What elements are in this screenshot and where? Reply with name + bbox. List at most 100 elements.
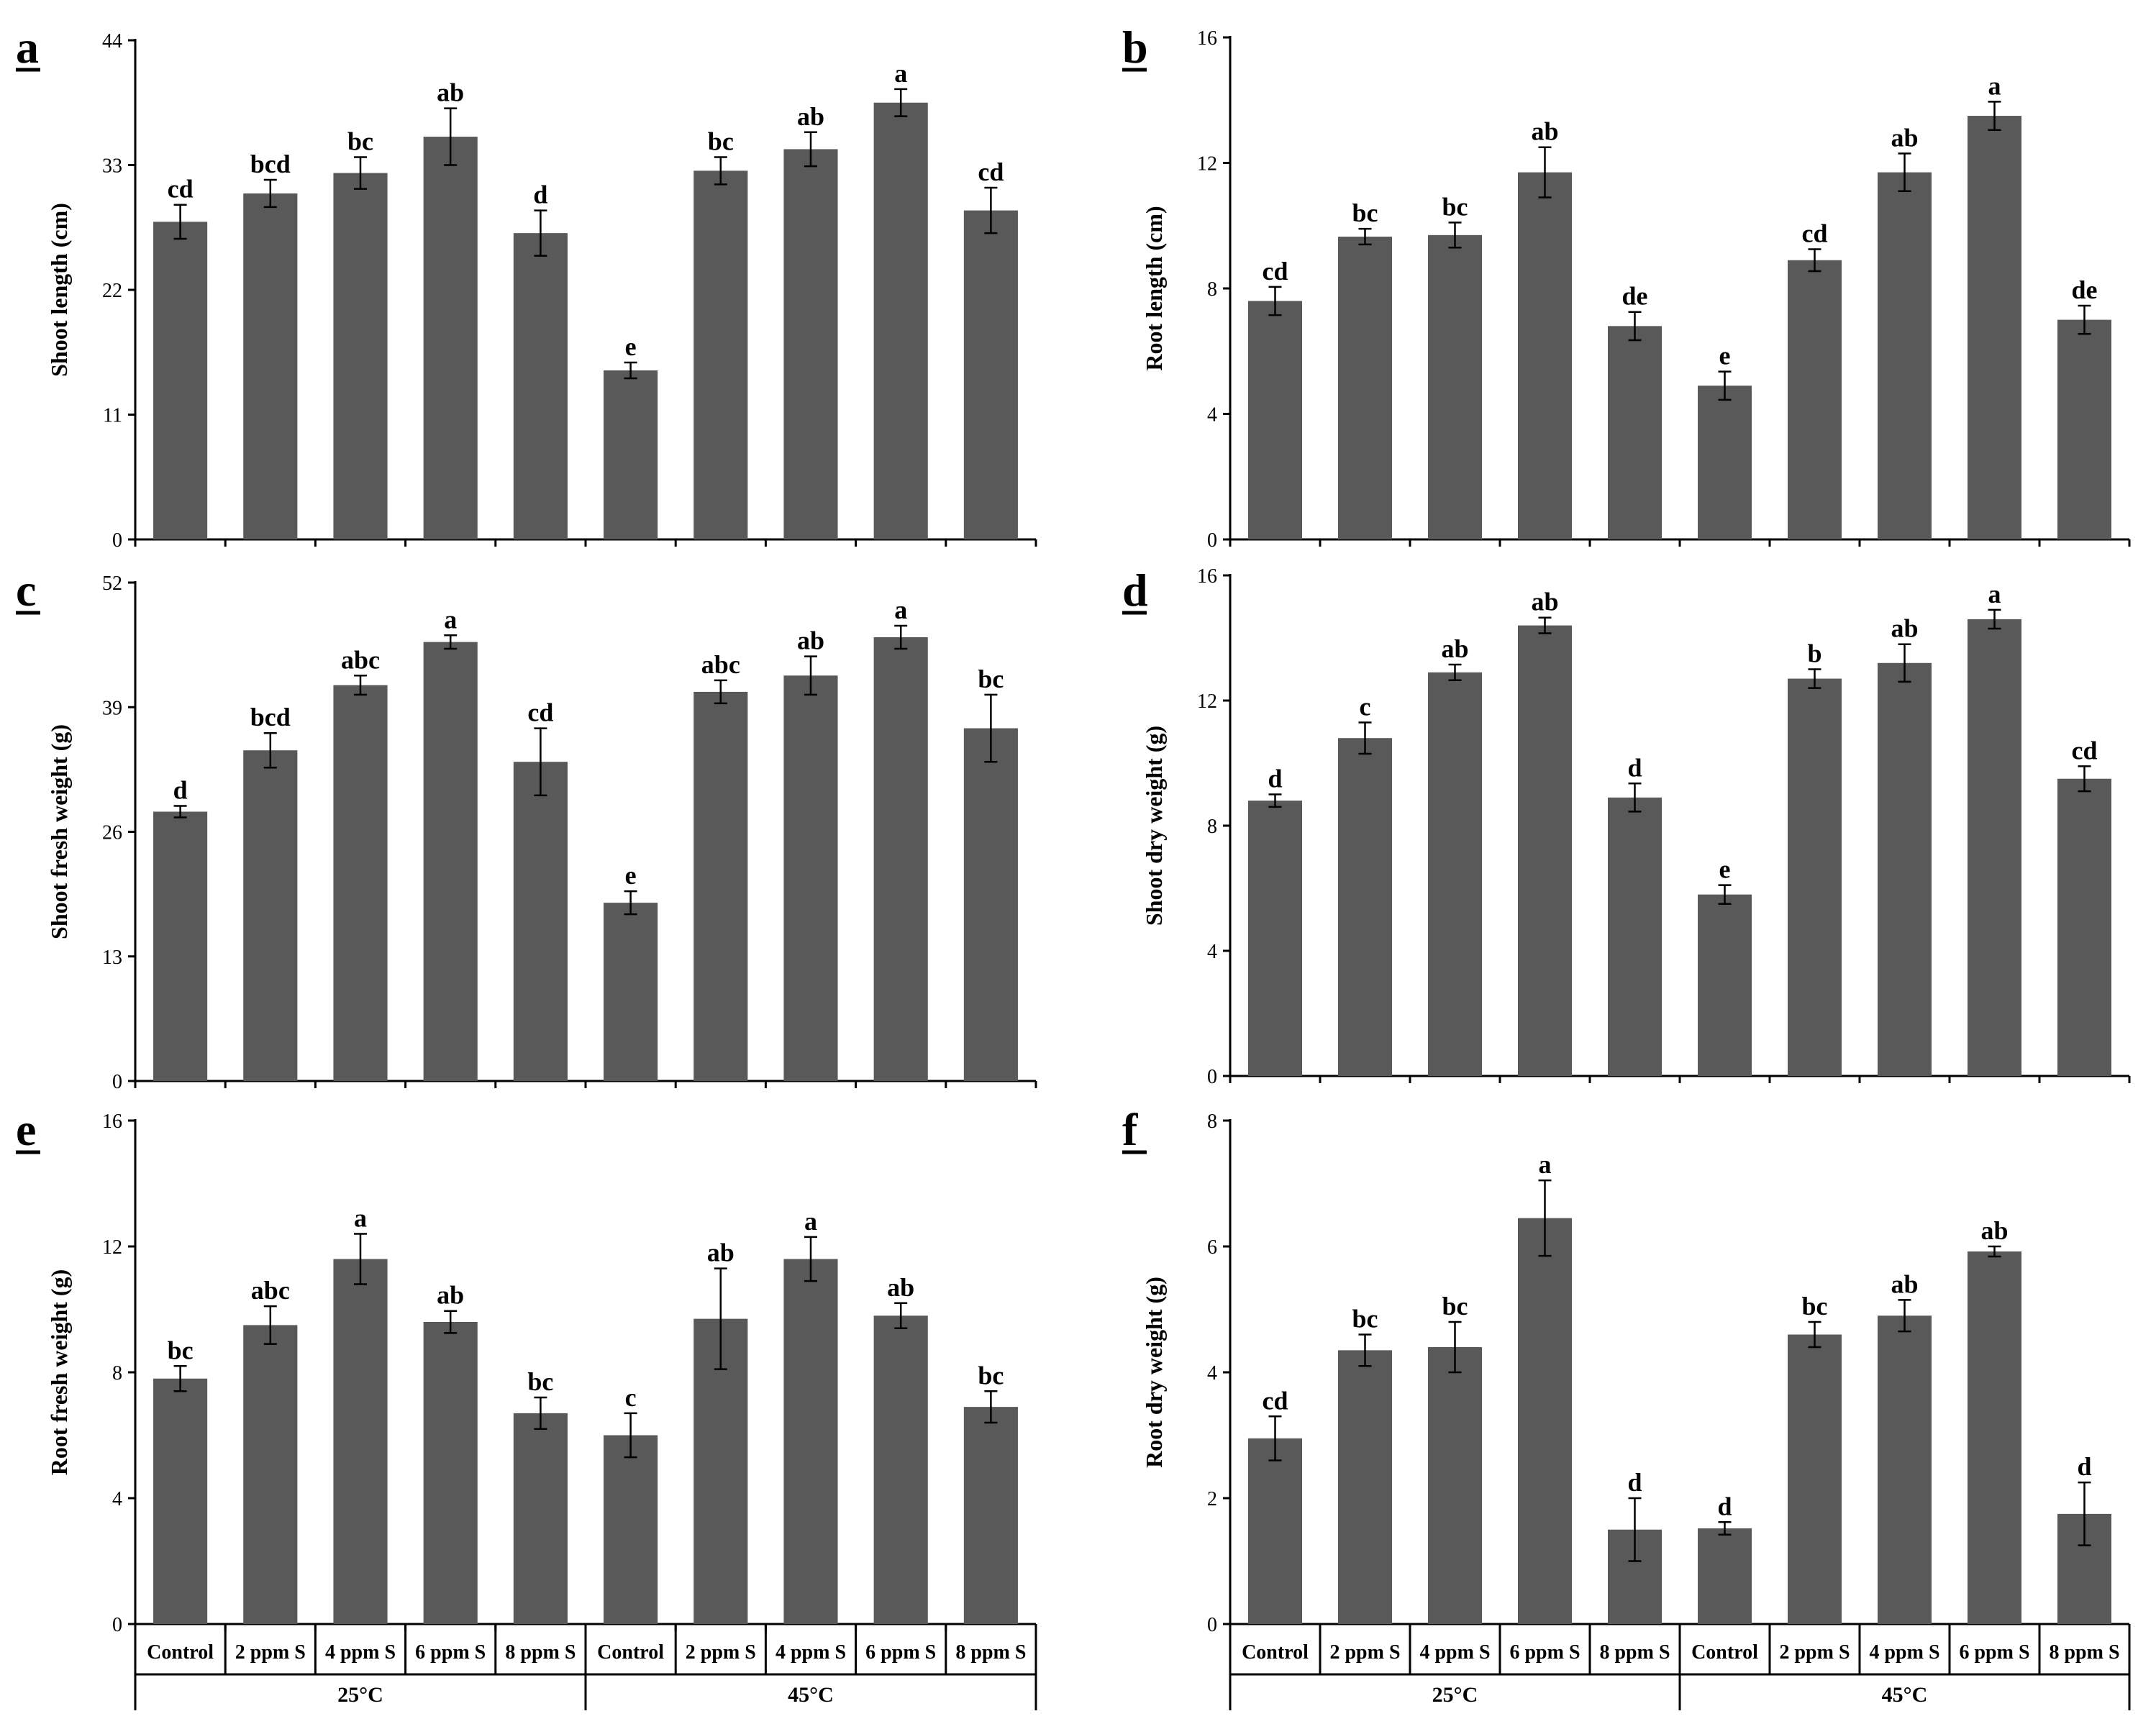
x-category-label: 2 ppm S <box>1779 1641 1850 1664</box>
y-tick-label: 8 <box>1207 816 1217 838</box>
y-tick-label: 16 <box>102 1110 122 1133</box>
significance-letter: ab <box>437 1281 464 1310</box>
significance-letter: e <box>625 332 637 361</box>
significance-letter: ab <box>797 626 824 655</box>
x-category-label: Control <box>1691 1641 1758 1664</box>
bar <box>1698 386 1752 539</box>
bar <box>243 1325 298 1624</box>
bar <box>1788 678 1842 1076</box>
significance-letter: bc <box>1442 1292 1468 1321</box>
significance-letter: a <box>1988 580 2001 608</box>
bar <box>1788 260 1842 539</box>
bar <box>1338 738 1392 1076</box>
significance-letter: bc <box>347 127 373 155</box>
panel-f: f Root dry weight (g) 0 2 4 6 8 cd bc bc a d d bc ab ab… <box>1122 1104 2131 1636</box>
x-category-label: 2 ppm S <box>1329 1641 1400 1664</box>
bar <box>604 370 658 539</box>
significance-letter: a <box>1539 1150 1552 1179</box>
y-tick-label: 0 <box>1207 529 1217 552</box>
significance-letter: cd <box>1263 1386 1288 1415</box>
bar <box>1878 662 1932 1076</box>
x-category-label: 8 ppm S <box>1599 1641 1670 1664</box>
significance-letter: bc <box>1352 199 1378 227</box>
bar <box>2057 319 2111 539</box>
x-category-label: Control <box>597 1641 664 1664</box>
y-tick-label: 39 <box>102 697 122 719</box>
bar <box>333 685 388 1081</box>
y-tick-label: 12 <box>1197 153 1217 175</box>
bar <box>963 1407 1018 1624</box>
significance-letter: abc <box>701 650 740 679</box>
bar <box>423 1322 478 1624</box>
x-category-label: 2 ppm S <box>235 1641 306 1664</box>
y-tick-label: 0 <box>1207 1066 1217 1088</box>
x-category-label: 6 ppm S <box>415 1641 486 1664</box>
significance-letter: a <box>354 1204 367 1233</box>
panel-b: b Root length (cm) 0 4 8 12 16 cd bc bc ab de e cd ab a… <box>1122 22 2131 552</box>
bar <box>1248 1438 1302 1624</box>
y-axis-label: Root fresh weight (g) <box>46 1269 72 1475</box>
x-group-label: 25°C <box>1432 1683 1478 1707</box>
significance-letter: cd <box>2072 736 2098 765</box>
significance-letter: bc <box>1802 1292 1828 1321</box>
bar <box>153 222 208 539</box>
significance-letter: ab <box>437 78 464 107</box>
significance-letter: d <box>1627 753 1642 782</box>
x-category-label: Control <box>147 1641 214 1664</box>
x-group-label: 45°C <box>788 1683 834 1707</box>
significance-letter: c <box>1360 692 1371 721</box>
y-axis-label: Shoot length (cm) <box>46 203 72 377</box>
x-category-label: 8 ppm S <box>2049 1641 2119 1664</box>
significance-letter: abc <box>251 1276 290 1305</box>
y-tick-label: 26 <box>102 822 122 844</box>
x-category-label: 6 ppm S <box>865 1641 936 1664</box>
significance-letter: a <box>894 59 907 88</box>
bar <box>1428 234 1482 539</box>
y-tick-label: 8 <box>1207 1110 1217 1133</box>
y-tick-label: 4 <box>1207 941 1217 963</box>
bar <box>873 102 928 539</box>
significance-letter: d <box>1268 765 1282 793</box>
significance-letter: de <box>1622 282 1648 311</box>
bar <box>693 691 748 1081</box>
y-tick-label: 16 <box>1197 565 1217 588</box>
y-tick-label: 4 <box>112 1488 122 1510</box>
y-axis-label: Shoot dry weight (g) <box>1141 726 1167 926</box>
bar <box>1428 672 1482 1076</box>
significance-letter: ab <box>1891 614 1918 643</box>
y-tick-label: 2 <box>1207 1488 1217 1510</box>
x-category-label: 4 ppm S <box>325 1641 396 1664</box>
x-axis-labels-right: Control 2 ppm S 4 ppm S 6 ppm S 8 ppm S Contr… <box>1229 1624 2131 1710</box>
bar <box>243 750 298 1081</box>
significance-letter: c <box>625 1383 637 1412</box>
significance-letter: bc <box>978 1361 1004 1390</box>
x-category-label: 4 ppm S <box>1419 1641 1490 1664</box>
significance-letter: bcd <box>250 150 291 178</box>
bar <box>1428 1347 1482 1624</box>
y-tick-label: 22 <box>102 280 122 302</box>
bar <box>1788 1334 1842 1624</box>
significance-letter: a <box>444 605 457 634</box>
significance-letter: bc <box>168 1336 194 1364</box>
y-axis-label: Root dry weight (g) <box>1141 1277 1167 1468</box>
bar <box>423 642 478 1081</box>
significance-letter: bc <box>978 665 1004 693</box>
significance-letter: e <box>1719 342 1731 370</box>
bar <box>1698 894 1752 1076</box>
significance-letter: e <box>625 861 637 890</box>
bar <box>604 903 658 1081</box>
significance-letter: bc <box>527 1367 553 1396</box>
panel-label: b <box>1122 22 1148 73</box>
bar <box>513 1413 568 1624</box>
bar <box>963 210 1018 539</box>
y-tick-label: 8 <box>1207 278 1217 301</box>
bar <box>1248 301 1302 539</box>
significance-letter: bc <box>1442 192 1468 221</box>
bar <box>1968 619 2021 1076</box>
x-group-label: 45°C <box>1882 1683 1928 1707</box>
bar <box>783 1259 838 1624</box>
y-tick-label: 11 <box>103 405 122 427</box>
panel-d: d Shoot dry weight (g) 0 4 8 12 16 d c ab ab d e b ab a… <box>1122 565 2131 1088</box>
